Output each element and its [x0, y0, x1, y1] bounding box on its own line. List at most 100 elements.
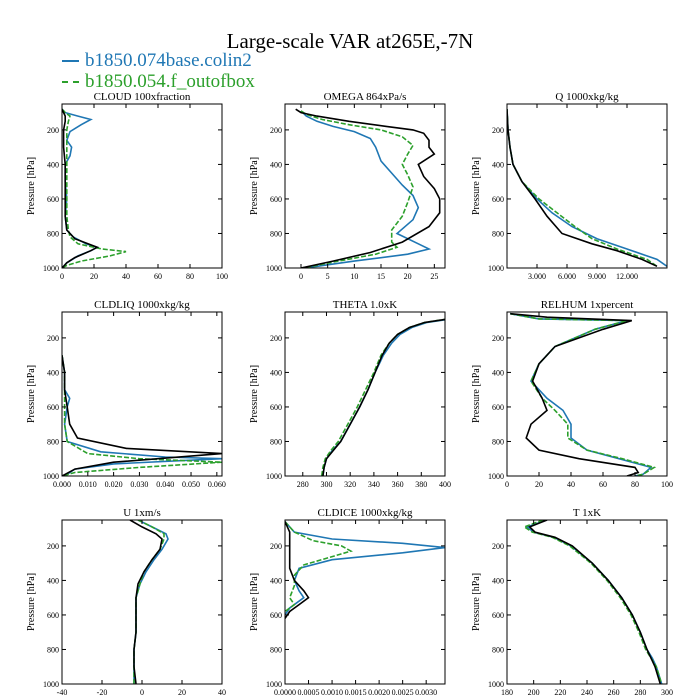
subplot: THETA 1.0xK Pressure [hPa] 200 400 600 800 100… — [249, 299, 451, 489]
series-line — [300, 110, 432, 268]
y-axis-label: Pressure [hPa] — [26, 573, 37, 631]
x-tick-label: -20 — [97, 688, 108, 697]
plot-frame — [506, 103, 668, 269]
y-tick-label: 1000 — [266, 472, 282, 481]
x-tick-label: 0.020 — [105, 480, 123, 489]
subplot-title: THETA 1.0xK — [333, 299, 398, 311]
x-tick-label: 20 — [535, 480, 543, 489]
x-tick-label: 180 — [501, 688, 513, 697]
y-axis-label: Pressure [hPa] — [471, 573, 482, 631]
x-tick-label: 220 — [554, 688, 566, 697]
x-tick-label: 40 — [122, 272, 130, 281]
series-line — [507, 109, 658, 267]
x-tick-label: 0 — [505, 480, 509, 489]
subplot-title: RELHUM 1xpercent — [541, 299, 634, 311]
x-tick-label: 20 — [178, 688, 186, 697]
subplot-title: CLOUD 100xfraction — [94, 91, 191, 103]
subplot: CLDLIQ 1000xkg/kg Pressure [hPa] 200 400 600… — [26, 299, 226, 489]
subplot: Q 1000xkg/kg Pressure [hPa] 200 400 600 800 10… — [471, 91, 668, 281]
plot-frame — [506, 311, 668, 477]
x-tick-label: 0.0030 — [415, 688, 437, 697]
plot-frame — [284, 519, 446, 685]
y-tick-label: 600 — [270, 611, 282, 620]
x-tick-label: 25 — [430, 272, 438, 281]
y-tick-label: 1000 — [266, 264, 282, 273]
series-line — [62, 355, 222, 476]
subplot-title: T 1xK — [573, 507, 601, 519]
series-line — [322, 319, 445, 476]
x-tick-label: 400 — [439, 480, 451, 489]
y-tick-label: 1000 — [266, 680, 282, 689]
legend-label: b1850.074base.colin2 — [85, 50, 252, 71]
y-tick-label: 800 — [270, 229, 282, 238]
y-tick-label: 600 — [47, 195, 59, 204]
y-tick-label: 400 — [492, 576, 504, 585]
series-line — [510, 312, 640, 476]
series-line — [285, 521, 353, 613]
x-tick-label: 0 — [299, 272, 303, 281]
series-line — [285, 521, 310, 619]
series-line — [528, 520, 662, 684]
y-tick-label: 400 — [47, 576, 59, 585]
y-tick-label: 600 — [270, 403, 282, 412]
x-tick-label: 3.000 — [528, 272, 546, 281]
y-axis-label: Pressure [hPa] — [26, 157, 37, 215]
x-tick-label: 0.0000 — [274, 688, 296, 697]
y-tick-label: 1000 — [488, 680, 504, 689]
x-tick-label: 60 — [154, 272, 162, 281]
y-tick-label: 200 — [270, 126, 282, 135]
subplot-title: OMEGA 864xPa/s — [324, 91, 407, 103]
series-line — [62, 355, 222, 476]
x-tick-label: 10 — [350, 272, 358, 281]
y-tick-label: 800 — [47, 229, 59, 238]
x-tick-label: 0.060 — [208, 480, 226, 489]
y-axis-label: Pressure [hPa] — [26, 365, 37, 423]
series-line — [522, 520, 663, 684]
subplot-title: CLDICE 1000xkg/kg — [317, 507, 413, 519]
x-tick-label: 20 — [404, 272, 412, 281]
x-tick-label: 100 — [661, 480, 673, 489]
y-tick-label: 600 — [270, 195, 282, 204]
series-line — [300, 110, 415, 268]
y-tick-label: 800 — [492, 229, 504, 238]
legend-swatch — [62, 80, 79, 83]
x-tick-label: 6.000 — [558, 272, 576, 281]
y-tick-label: 400 — [270, 576, 282, 585]
y-tick-label: 200 — [47, 334, 59, 343]
x-tick-label: 80 — [186, 272, 194, 281]
series-line — [322, 318, 445, 476]
legend-item: b1850.054.f_outofbox — [62, 71, 255, 92]
x-tick-label: 40 — [218, 688, 226, 697]
x-tick-label: 320 — [344, 480, 356, 489]
x-tick-label: 300 — [661, 688, 673, 697]
x-tick-label: 300 — [320, 480, 332, 489]
x-tick-label: 100 — [216, 272, 228, 281]
y-tick-label: 400 — [47, 160, 59, 169]
series-line — [129, 520, 163, 684]
legend-swatch — [62, 59, 79, 62]
series-line — [133, 520, 169, 684]
y-axis-label: Pressure [hPa] — [471, 365, 482, 423]
y-tick-label: 600 — [492, 611, 504, 620]
x-tick-label: 360 — [392, 480, 404, 489]
plot-frame — [61, 103, 223, 269]
subplot-title: U 1xm/s — [123, 507, 161, 519]
series-line — [525, 520, 663, 684]
legend: b1850.074base.colin2 b1850.054.f_outofbo… — [62, 50, 255, 92]
y-axis-label: Pressure [hPa] — [249, 365, 260, 423]
x-tick-label: 280 — [297, 480, 309, 489]
y-tick-label: 1000 — [43, 472, 59, 481]
series-line — [62, 108, 127, 268]
y-tick-label: 800 — [270, 437, 282, 446]
plot-frame — [284, 311, 446, 477]
series-line — [320, 318, 445, 476]
x-tick-label: -40 — [57, 688, 68, 697]
series-line — [507, 109, 658, 268]
x-tick-label: 0.0015 — [345, 688, 367, 697]
plot-frame — [61, 519, 223, 685]
plot-frame — [506, 519, 668, 685]
y-tick-label: 600 — [492, 195, 504, 204]
y-tick-label: 400 — [47, 368, 59, 377]
